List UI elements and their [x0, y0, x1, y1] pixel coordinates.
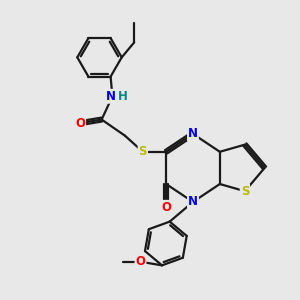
Text: S: S	[241, 185, 249, 198]
Text: N: N	[106, 90, 116, 103]
Text: N: N	[188, 128, 198, 140]
Text: O: O	[75, 117, 85, 130]
Text: S: S	[139, 145, 147, 158]
Text: O: O	[161, 201, 171, 214]
Text: H: H	[118, 90, 128, 103]
Text: N: N	[188, 195, 198, 208]
Text: O: O	[136, 255, 146, 268]
